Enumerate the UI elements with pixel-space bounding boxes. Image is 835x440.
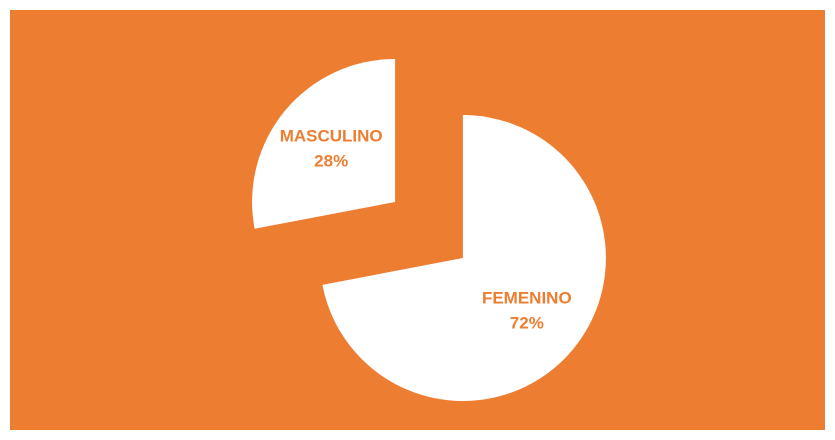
slice-label: FEMENINO bbox=[482, 288, 572, 307]
slice-label: MASCULINO bbox=[280, 127, 383, 146]
pie-slice bbox=[252, 58, 396, 229]
slice-value-label: 72% bbox=[510, 313, 544, 332]
slice-value-label: 28% bbox=[314, 152, 348, 171]
pie-slice bbox=[322, 115, 606, 402]
